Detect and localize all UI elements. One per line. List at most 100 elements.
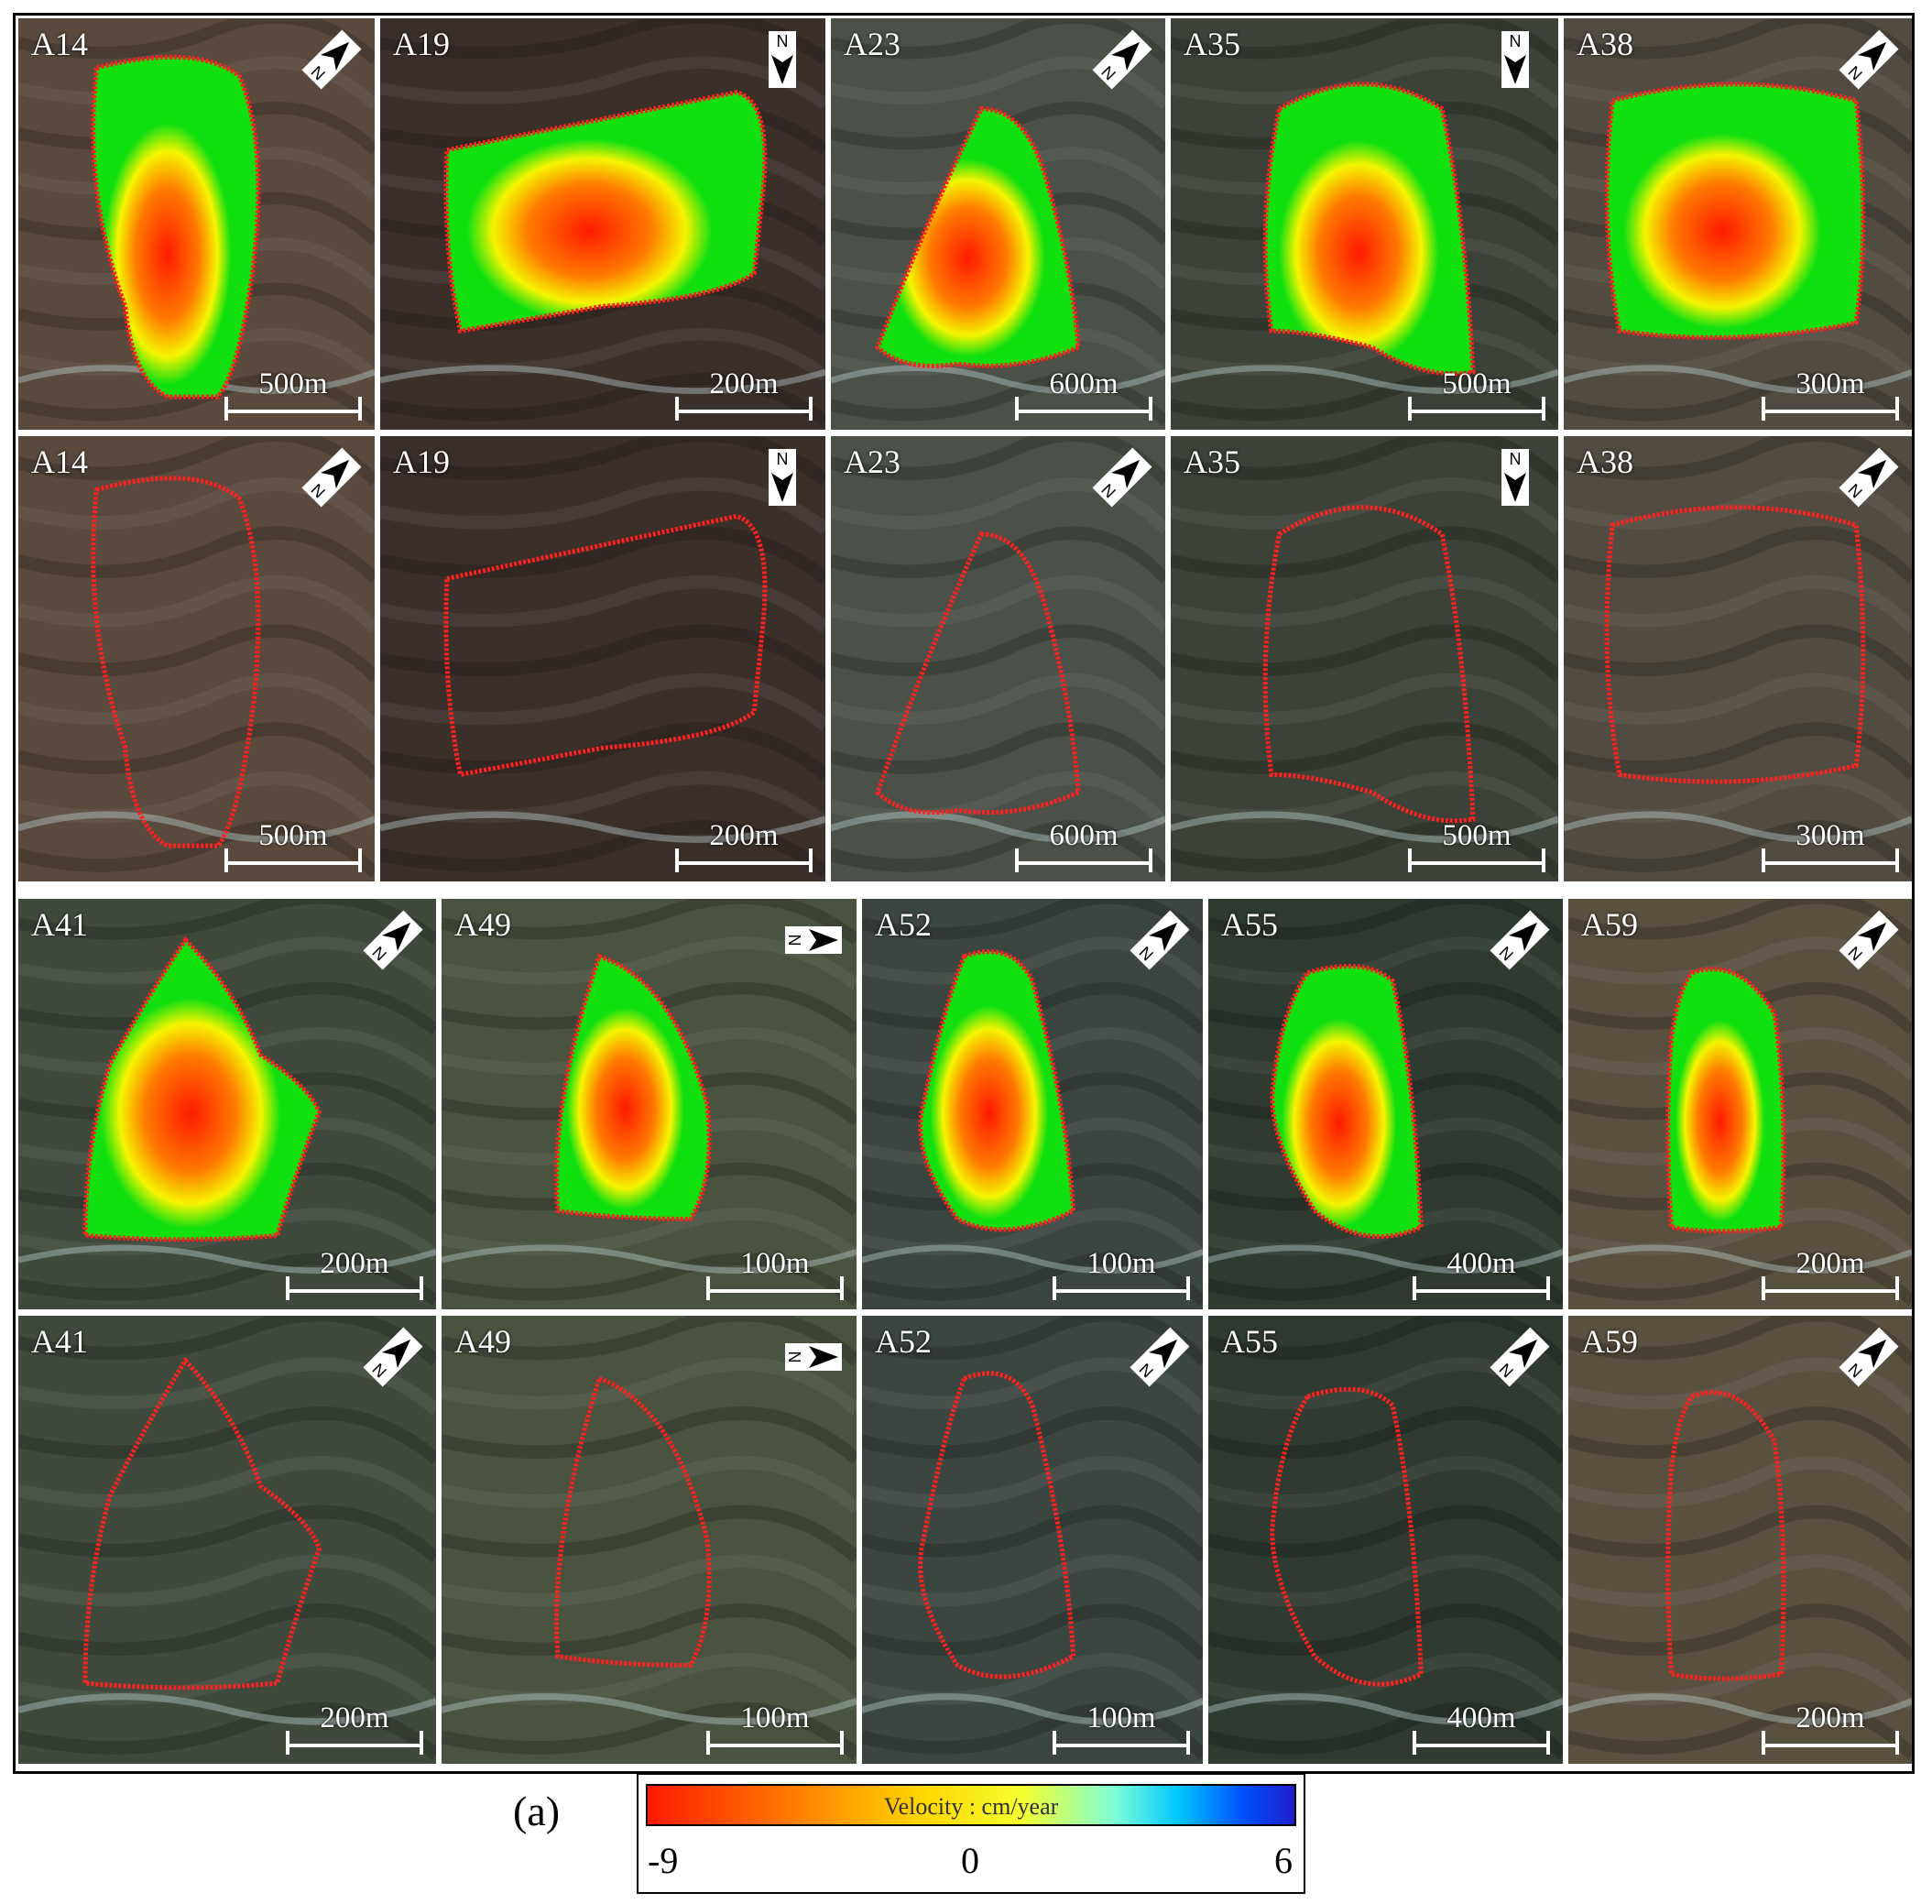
panel-a55-velocity: A55 N 400m [1208,899,1563,1309]
scale-bar-line [1895,848,1899,872]
figure-grid: A14 N 500m A19 N 200m A23 N 600m A35 N 500m A38 N 300m… [13,13,1915,1774]
velocity-colorbar: Velocity : cm/year [646,1784,1296,1826]
landslide-boundary [1607,508,1863,782]
scale-bar-line [1542,848,1545,872]
velocity-map [1667,968,1784,1231]
panel-a52-velocity: A52 N 100m [862,899,1203,1309]
scale-bar-line [1186,1731,1190,1755]
scale-bar-line [358,397,362,421]
north-arrow-icon: N [1837,445,1901,514]
scale-bar-line [1408,848,1412,872]
scale-bar-line [420,1276,423,1300]
scale-bar-line [1015,397,1019,421]
scale-bar-line [286,1731,289,1755]
scale-bar: 200m [675,369,813,421]
panel-label: A14 [31,26,88,62]
panel-a55-optical: A55 N 400m [1208,1316,1563,1764]
panel-a35-velocity: A35 N 500m [1171,18,1558,430]
panel-a49-velocity: A49 N 100m [442,899,857,1309]
satellite-image [18,436,375,881]
scale-bar: 400m [1413,1249,1550,1300]
svg-text:N: N [785,935,803,947]
scale-bar-line [224,848,228,872]
satellite-image [18,1316,436,1764]
scale-bar-line [1408,410,1545,413]
scale-bar-label: 500m [258,367,328,400]
landslide-boundary [878,534,1078,813]
scale-bar-line [1762,1731,1765,1755]
legend-mid-label: 0 [961,1840,979,1881]
panel-label: A59 [1581,906,1638,943]
velocity-map [1607,83,1863,338]
north-arrow-icon: N [750,27,814,96]
scale-bar-line [809,397,813,421]
scale-bar-line [224,861,362,865]
panel-label: A49 [454,1323,511,1360]
scale-bar: 200m [286,1249,423,1300]
panel-label: A59 [1581,1323,1638,1360]
scale-bar: 600m [1015,369,1152,421]
satellite-image [1208,1316,1563,1764]
landslide-boundary [1668,1393,1784,1679]
panel-label: A14 [31,443,88,480]
scale-bar-line [1762,410,1899,413]
landslide-boundary [1668,969,1784,1231]
panel-a14-velocity: A14 N 500m [18,18,375,430]
satellite-image [1171,18,1558,430]
north-arrow-icon: N [1837,1325,1901,1394]
panel-label: A35 [1184,443,1240,480]
scale-bar-label: 600m [1049,367,1119,400]
velocity-map [556,956,710,1220]
scale-bar-line [286,1289,423,1293]
satellite-image [18,18,375,430]
north-arrow-icon: N [750,445,814,514]
scale-bar: 300m [1762,369,1899,421]
north-arrow-icon: N [781,1325,846,1394]
landslide-boundary [85,940,319,1240]
velocity-map [445,92,765,332]
scale-bar-line [706,1289,844,1293]
panel-a23-velocity: A23 N 600m [831,18,1165,430]
panel-label: A38 [1577,26,1633,62]
figure-caption: (a) [513,1788,561,1834]
svg-text:N: N [777,31,789,49]
svg-text:N: N [1510,449,1522,467]
panel-a19-optical: A19 N 200m [380,436,825,881]
satellite-image [1568,1316,1912,1764]
scale-bar: 200m [286,1703,423,1755]
north-arrow-icon: N [300,445,364,514]
satellite-image [380,436,825,881]
scale-bar-line [1895,1276,1899,1300]
scale-bar-line [1546,1731,1550,1755]
panel-a52-optical: A52 N 100m [862,1316,1203,1764]
scale-bar-label: 100m [1086,1702,1156,1734]
panel-label: A38 [1577,443,1633,480]
scale-bar-line [1408,861,1545,865]
satellite-image [831,436,1165,881]
scale-bar-line [1015,410,1152,413]
velocity-map [878,108,1079,367]
scale-bar: 100m [1053,1703,1190,1755]
scale-bar-line [1413,1289,1550,1293]
scale-bar-line [1762,397,1765,421]
scale-bar-line [1762,1744,1899,1747]
scale-bar-label: 500m [1442,819,1512,852]
scale-bar-line [1413,1276,1416,1300]
panel-label: A35 [1184,26,1240,62]
panel-label: A41 [31,906,88,943]
scale-bar-line [1895,397,1899,421]
satellite-image [380,18,825,430]
landslide-boundary [1272,966,1422,1236]
north-arrow-icon: N [361,908,425,977]
landslide-boundary [446,516,765,774]
scale-bar-label: 200m [320,1702,389,1734]
satellite-image [442,899,857,1309]
scale-bar-line [675,397,679,421]
panel-label: A23 [844,26,901,62]
scale-bar-label: 300m [1796,367,1865,400]
scale-bar-line [840,1731,844,1755]
velocity-legend: Velocity : cm/year -9 0 6 [637,1773,1305,1894]
scale-bar-label: 100m [740,1702,810,1734]
scale-bar-label: 200m [1796,1247,1865,1280]
north-arrow-icon: N [1483,27,1547,96]
